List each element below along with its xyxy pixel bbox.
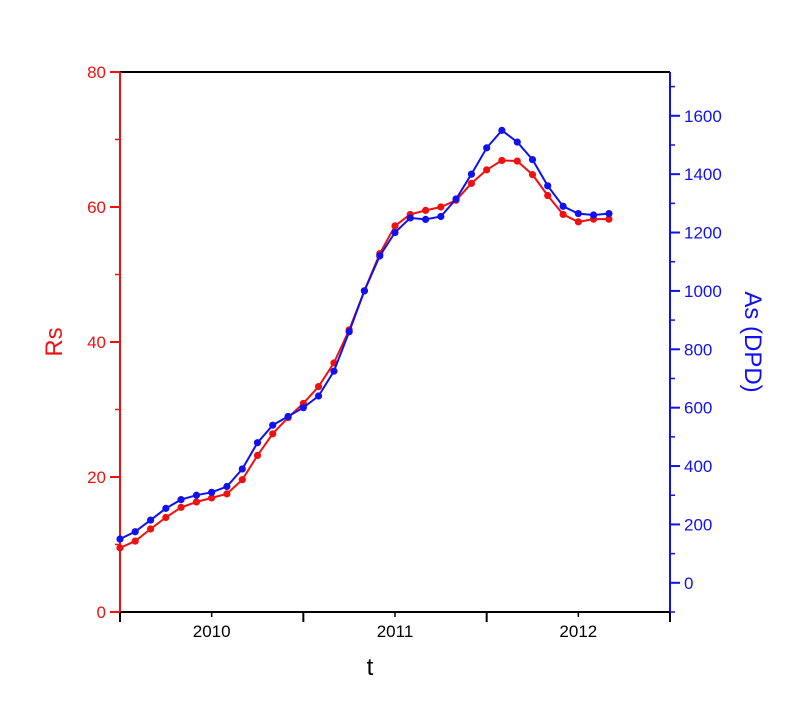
series-right-point [422,215,430,224]
series-right-point [605,209,613,218]
series-right-point [483,144,491,152]
y-left-tick-label: 40 [87,333,106,352]
series-right-point [559,202,567,210]
series-left-point [391,222,399,230]
series-right-point [513,138,521,146]
series-right-point [528,155,537,164]
series-right-point [177,496,185,504]
series-right-point [498,126,506,134]
series-left-point [314,382,323,391]
series-left-point [147,525,155,533]
series-left-point [544,191,552,200]
series-right-point [345,328,353,336]
x-tick-label: 2011 [377,622,414,641]
series-right-point [284,412,292,421]
series-right-point [376,252,384,260]
series-right-line [119,129,609,540]
series-left-point [208,494,216,502]
series-left-line [119,159,609,549]
series-layer [116,126,613,552]
series-left-point [498,156,506,165]
y-right-tick-label: 400 [684,457,712,476]
y-right-tick-label: 1400 [684,165,722,184]
series-left-point [131,537,139,545]
y-left-axis-title: Rs [41,327,68,356]
y-right-tick-label: 1600 [684,107,722,126]
series-left-point [177,503,185,511]
series-left-point [574,218,582,226]
series-left-point [116,544,124,552]
y-right-tick-label: 200 [684,515,712,534]
series-right-point [391,228,399,237]
series-right-point [223,482,231,491]
series-left-point [559,210,567,219]
series-left-point [422,206,430,214]
series-right-point [269,421,277,429]
series-left-point [513,157,521,165]
y-right-tick-label: 600 [684,399,712,418]
series-left-point [467,179,476,187]
series-left-point [223,490,231,498]
series-left-point [528,171,537,179]
series-right-point [162,504,170,512]
series-right-point [147,516,155,524]
series-left-point [483,166,491,174]
y-left-tick-label: 0 [97,603,106,622]
y-right-tick-label: 1000 [684,282,722,301]
series-left-point [437,203,445,211]
series-left-point [238,476,246,484]
y-left-tick-label: 20 [87,468,106,487]
y-left-tick-label: 80 [87,63,106,82]
series-right-point [192,491,201,499]
y-right-tick-label: 800 [684,340,712,359]
series-left-point [269,430,277,438]
series-right-point [437,212,445,221]
series-right-point [467,170,476,178]
series-right-point [253,439,262,447]
y-right-axis-title: As (DPD) [739,291,766,392]
y-right-tick-label: 0 [684,574,693,593]
series-right-point [299,404,307,412]
series-right-point [452,195,460,203]
series-right-point [116,535,124,543]
series-left-point [192,498,201,506]
series-right-point [544,182,552,190]
series-right-point [314,392,323,400]
series-right-point [574,209,582,218]
axes-layer [110,71,680,622]
y-right-tick-label: 1200 [684,224,722,243]
x-tick-label: 2010 [193,622,231,641]
x-axis-title: t [367,654,374,681]
series-right-point [238,465,246,473]
series-right-point [360,287,368,295]
labels-layer: 2010 2011 20120204060800200400600800100012… [41,63,766,681]
x-tick-label: 2012 [559,622,597,641]
series-right-point [589,211,598,219]
series-right-point [330,367,338,375]
y-left-tick-label: 60 [87,198,106,217]
series-right-point [208,488,216,496]
series-right-point [131,528,139,536]
series-left-point [162,513,170,522]
series-left-point [253,451,262,459]
series-left-point [605,215,613,223]
series-right-point [406,214,414,222]
